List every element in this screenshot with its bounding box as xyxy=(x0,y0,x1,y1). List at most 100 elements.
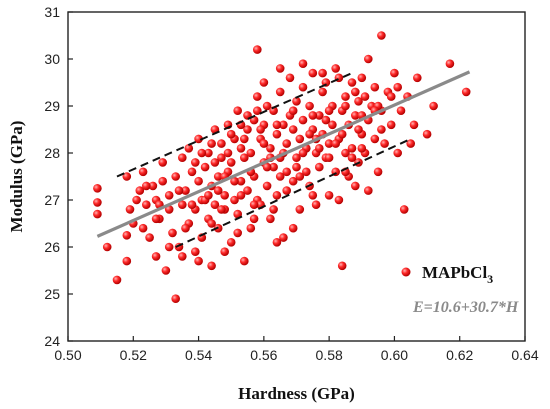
data-point xyxy=(298,59,308,68)
data-point xyxy=(393,82,403,92)
data-point xyxy=(298,115,308,125)
data-point xyxy=(370,82,380,92)
data-point xyxy=(122,172,132,181)
data-point xyxy=(295,172,305,181)
data-point xyxy=(318,68,327,78)
data-point xyxy=(181,186,190,195)
data-point xyxy=(386,120,396,130)
x-axis-label: Hardness (GPa) xyxy=(238,384,355,403)
data-point xyxy=(308,191,318,200)
data-point xyxy=(187,167,197,177)
data-point xyxy=(288,106,298,115)
data-point xyxy=(337,129,347,139)
x-tick-label: 0.52 xyxy=(120,347,147,363)
data-point xyxy=(236,176,246,186)
y-axis-label: Modulus (GPa) xyxy=(7,121,26,233)
data-point xyxy=(364,186,373,195)
data-point xyxy=(210,200,220,209)
data-point xyxy=(217,139,226,148)
data-point xyxy=(142,181,151,191)
data-point xyxy=(217,205,226,214)
bound-line xyxy=(116,72,353,178)
data-point xyxy=(422,129,432,139)
data-point xyxy=(164,242,174,252)
data-point xyxy=(331,64,341,73)
legend-marker xyxy=(401,267,411,277)
data-point xyxy=(125,205,135,214)
data-point xyxy=(220,247,229,256)
data-point xyxy=(178,252,187,261)
data-point xyxy=(93,198,102,207)
data-point xyxy=(187,200,197,209)
data-point xyxy=(386,92,396,101)
data-point xyxy=(269,205,278,214)
data-point xyxy=(142,200,151,209)
points-layer xyxy=(93,31,471,304)
data-point xyxy=(164,191,174,200)
data-point xyxy=(246,223,256,233)
data-point xyxy=(233,228,242,238)
data-point xyxy=(112,275,122,285)
data-point xyxy=(259,78,269,87)
data-point xyxy=(269,106,278,115)
data-point xyxy=(315,144,324,153)
y-tick-label: 26 xyxy=(44,239,60,255)
data-point xyxy=(151,252,161,261)
data-point xyxy=(194,134,203,144)
data-point xyxy=(266,144,275,153)
data-point xyxy=(168,228,177,238)
data-point xyxy=(288,125,298,134)
ticks-layer: 0.50 0.52 0.54 0.56 0.58 0.60 0.62 0.64 24 25 26 27… xyxy=(44,4,538,363)
data-point xyxy=(246,148,256,158)
data-point xyxy=(138,167,148,177)
data-point xyxy=(262,162,272,172)
data-point xyxy=(181,223,190,233)
data-point xyxy=(230,195,239,205)
data-point xyxy=(413,73,422,83)
fit-equation: E=10.6+30.7*H xyxy=(412,299,519,316)
data-point xyxy=(145,233,154,242)
data-point xyxy=(292,162,301,172)
data-point xyxy=(220,191,229,200)
bound-line xyxy=(175,137,412,248)
data-point xyxy=(364,54,373,64)
data-point xyxy=(396,106,406,115)
data-point xyxy=(351,111,360,120)
data-point xyxy=(102,242,112,252)
data-point xyxy=(279,120,288,130)
data-point xyxy=(223,148,233,158)
data-point xyxy=(298,82,308,92)
data-point xyxy=(217,153,226,162)
data-point xyxy=(262,181,272,191)
data-point xyxy=(161,266,171,275)
data-point xyxy=(256,125,265,134)
x-tick-label: 0.60 xyxy=(381,347,408,363)
data-point xyxy=(171,172,180,181)
data-point xyxy=(351,181,360,191)
data-point xyxy=(337,261,347,271)
data-point xyxy=(194,256,203,266)
data-point xyxy=(318,87,327,97)
data-point xyxy=(236,144,246,153)
data-point xyxy=(249,200,259,209)
data-point xyxy=(282,139,292,148)
data-point xyxy=(321,115,331,125)
data-point xyxy=(213,186,223,195)
data-point xyxy=(132,195,141,205)
data-point xyxy=(370,134,380,144)
data-point xyxy=(315,162,324,172)
data-point xyxy=(380,139,389,148)
data-point xyxy=(184,144,194,153)
y-tick-label: 30 xyxy=(44,51,60,67)
data-point xyxy=(259,139,269,148)
data-point xyxy=(373,167,383,177)
y-tick-label: 25 xyxy=(44,286,60,302)
fit-layer xyxy=(96,70,471,248)
data-point xyxy=(461,87,471,97)
data-point xyxy=(240,153,249,162)
data-point xyxy=(292,97,301,106)
data-point xyxy=(347,144,357,153)
legend-subscript: 3 xyxy=(487,272,493,286)
data-point xyxy=(295,205,305,214)
